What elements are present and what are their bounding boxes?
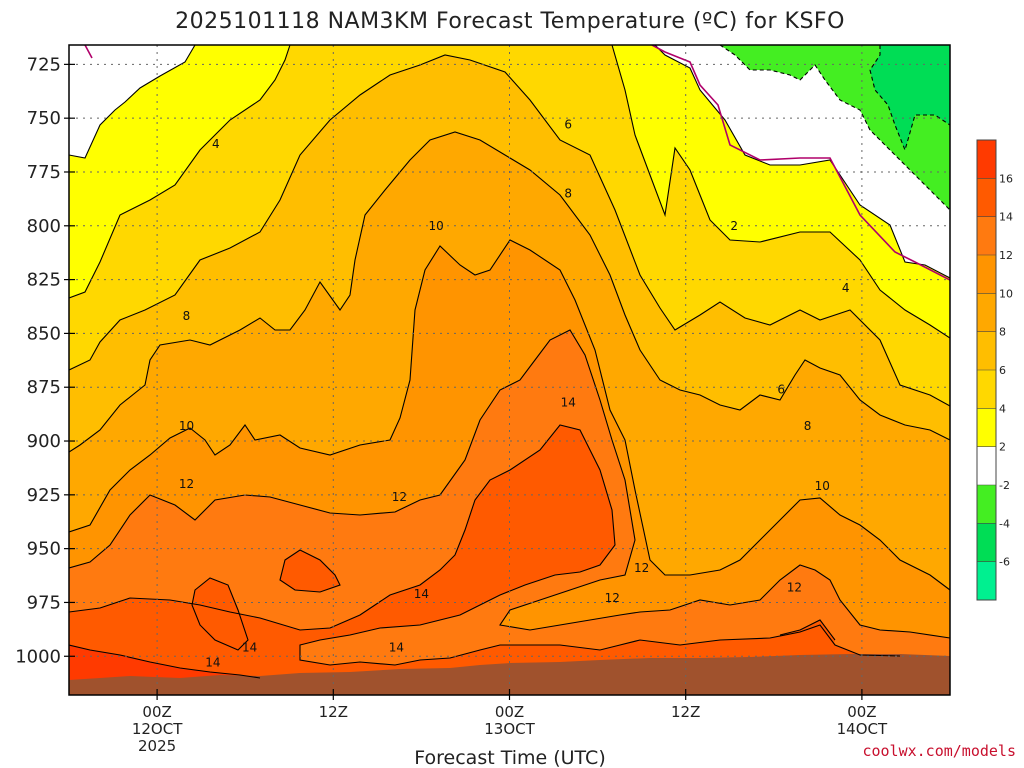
contour-10	[69, 239, 950, 591]
colorbar-label: 16	[999, 172, 1013, 185]
band-14-16-main	[69, 425, 950, 695]
colorbar-swatch	[977, 370, 996, 409]
contour-label: 4	[842, 281, 850, 295]
x-tick-label: 14OCT	[837, 720, 888, 738]
band-14-16-blob2	[192, 578, 248, 650]
x-tick-label: 00Z	[847, 703, 876, 721]
colorbar-label: 2	[999, 441, 1006, 454]
colorbar-swatch	[977, 216, 996, 256]
colorbar-label: -6	[999, 556, 1010, 569]
y-tick-label: 750	[27, 108, 61, 129]
colorbar-label: 14	[999, 211, 1013, 224]
contour-label: 4	[212, 137, 220, 151]
x-tick-label: 00Z	[495, 703, 524, 721]
contour-label: 12	[392, 490, 407, 504]
x-tick-label: 13OCT	[484, 720, 535, 738]
colorbar-swatch	[977, 178, 996, 218]
x-tick-label: 2025	[138, 737, 176, 755]
x-tick-label: 12Z	[319, 703, 348, 721]
y-tick-label: 800	[27, 216, 61, 237]
band-14-16-blob1	[280, 550, 340, 592]
freezing-line	[84, 45, 950, 281]
contour-label: 10	[179, 419, 194, 433]
colorbar-swatch	[977, 255, 996, 294]
contour-8	[69, 131, 950, 453]
contour-2b	[654, 45, 950, 279]
colorbar-swatch	[977, 331, 996, 371]
colorbar-label: 6	[999, 364, 1006, 377]
contour-14-blob2	[191, 577, 249, 651]
colorbar-swatch	[977, 140, 996, 179]
contour-label: 6	[777, 382, 785, 396]
colorbar-label: -2	[999, 479, 1010, 492]
contour-lines	[69, 45, 950, 679]
band-14-16-blob3	[780, 620, 835, 655]
contour-label: 12	[179, 477, 194, 491]
contour-labels: 4 6 8 10 8 2 4 6 8 10 14 12 12 10 12 12 14 14 14 14 12	[179, 118, 850, 670]
contour-label: 8	[804, 419, 812, 433]
contour-label: 14	[205, 656, 220, 670]
contour-4	[69, 45, 291, 299]
colorbar-label: 12	[999, 249, 1013, 262]
contour-14	[69, 424, 901, 666]
y-tick-label: 850	[27, 323, 61, 344]
y-tick-label: 775	[27, 162, 61, 183]
colorbar-swatch	[977, 408, 996, 448]
contour-label: 2	[730, 219, 738, 233]
x-tick-label: 12OCT	[132, 720, 183, 738]
credit-text: coolwx.com/models	[862, 742, 1016, 760]
contour-label: 14	[561, 395, 576, 409]
contour-16	[69, 644, 261, 679]
x-tick-label: 00Z	[142, 703, 171, 721]
contour-label: 12	[634, 561, 649, 575]
contour-neg2	[719, 45, 950, 211]
colorbar-swatch	[977, 485, 996, 524]
colorbar-swatch	[977, 561, 996, 601]
contour-label: 14	[414, 587, 429, 601]
contour-label: 8	[564, 187, 572, 201]
contour-label: 10	[428, 219, 443, 233]
contour-12	[69, 329, 950, 639]
colorbar: 16 14 12 10 8 6 4 2 -2 -4 -6	[976, 139, 1013, 601]
contour-label: 14	[389, 641, 404, 655]
y-axis: 725 750 775 800 825 850 875 900 925 950 975 1000	[15, 54, 75, 667]
y-tick-label: 825	[27, 270, 61, 291]
y-tick-label: 950	[27, 539, 61, 560]
contour-2	[69, 45, 196, 159]
x-axis-label: Forecast Time (UTC)	[414, 747, 605, 768]
y-tick-label: 1000	[15, 646, 61, 667]
x-tick-label: 12Z	[671, 703, 700, 721]
contour-label: 8	[183, 309, 191, 323]
contour-6	[69, 54, 950, 407]
colorbar-label: 10	[999, 287, 1013, 300]
contour-14-blob1	[279, 549, 341, 593]
contour-neg4	[869, 45, 950, 152]
band-neg4-neg6	[870, 45, 950, 150]
contour-14-blob3	[779, 619, 836, 641]
contour-label: 12	[787, 580, 802, 594]
y-tick-label: 975	[27, 592, 61, 613]
y-tick-label: 875	[27, 377, 61, 398]
colorbar-label: -4	[999, 517, 1010, 530]
colorbar-swatch	[977, 446, 996, 486]
contour-label: 6	[564, 118, 572, 132]
chart-title: 2025101118 NAM3KM Forecast Temperature (…	[175, 9, 845, 34]
colorbar-label: 8	[999, 326, 1006, 339]
contour-label: 12	[605, 591, 620, 605]
contour-4b	[611, 45, 950, 339]
contour-label: 10	[815, 479, 830, 493]
colorbar-swatch	[977, 293, 996, 333]
contour-label: 14	[242, 641, 257, 655]
terrain	[69, 654, 950, 695]
y-tick-label: 900	[27, 431, 61, 452]
y-tick-label: 925	[27, 485, 61, 506]
colorbar-label: 4	[999, 402, 1006, 415]
temperature-field: 4 6 8 10 8 2 4 6 8 10 14 12 12 10 12 12 14 14 14 14 12	[69, 45, 950, 695]
y-tick-label: 725	[27, 54, 61, 75]
colorbar-swatch	[977, 523, 996, 563]
